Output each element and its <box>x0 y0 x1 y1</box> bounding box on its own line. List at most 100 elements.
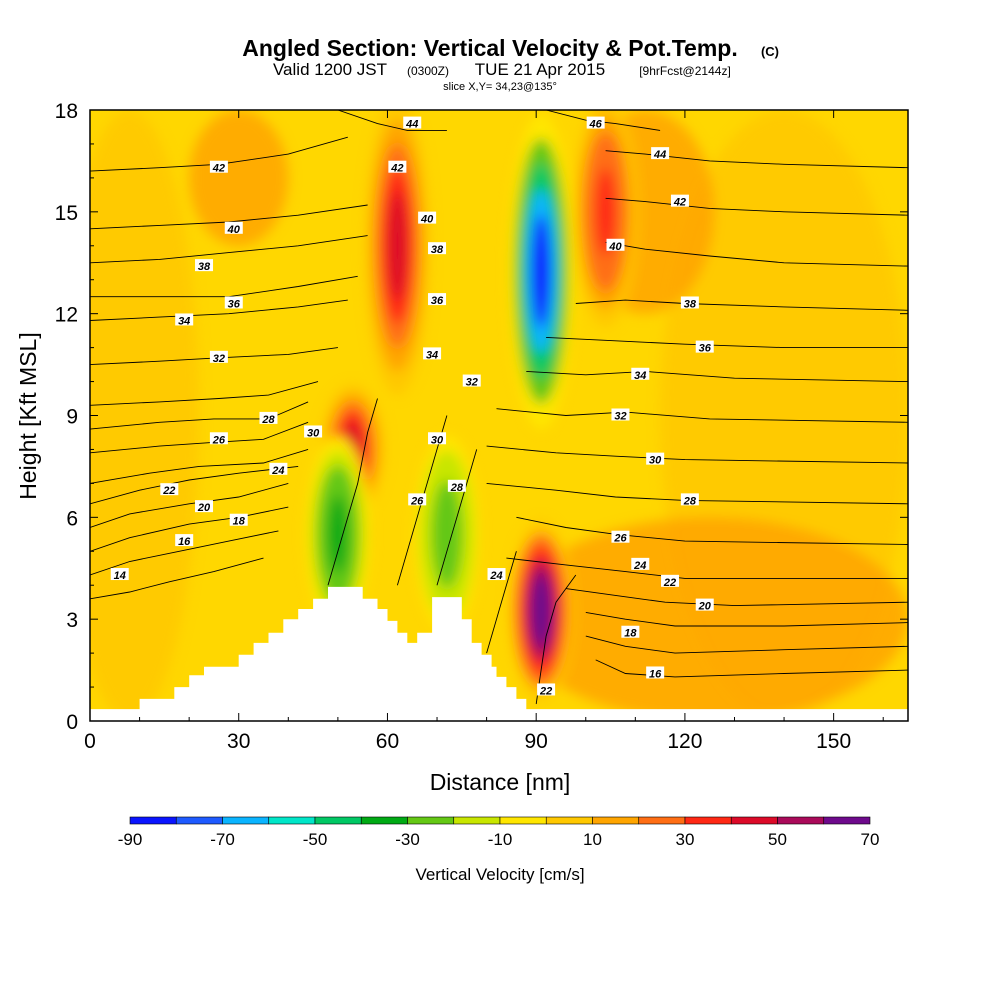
contour-label: 14 <box>114 570 126 582</box>
contour-labels: 14 16 18 20 22 24 26 28 30 32 34 36 38 40 42 44 42 40 38 36… <box>110 116 714 697</box>
colorbar-swatch <box>453 816 501 825</box>
contour-label: 40 <box>227 224 241 236</box>
contour-label: 44 <box>405 119 418 131</box>
contour-label-box <box>586 116 605 129</box>
contour-label: 30 <box>649 455 662 467</box>
contour-label: 20 <box>698 601 712 613</box>
contour-label: 20 <box>197 502 211 514</box>
colorbar-tick-label: 70 <box>861 830 880 849</box>
contour-label: 38 <box>198 261 211 273</box>
contour-label: 18 <box>233 516 246 528</box>
colorbar-swatch <box>129 816 177 825</box>
colorbar-tick-label: -10 <box>488 830 513 849</box>
pot-temp-contour-line <box>90 448 309 484</box>
colorbar-swatch <box>592 816 640 825</box>
contour-label-box <box>229 513 248 526</box>
pot-temp-contour-line <box>595 659 908 678</box>
contour-label-box <box>423 347 442 360</box>
pot-temp-contour-line <box>90 530 279 576</box>
colorbar-swatch <box>823 816 871 825</box>
x-tick-label: 120 <box>667 730 702 753</box>
pot-temp-contour-line <box>486 551 517 654</box>
colorbar <box>129 816 871 825</box>
pot-temp-contour-line <box>605 241 908 267</box>
contour-label-box <box>428 293 447 306</box>
y-tick-label: 15 <box>55 202 78 225</box>
pot-temp-contour-line <box>585 635 908 654</box>
colorbar-swatch <box>222 816 270 825</box>
pot-temp-contour-line <box>327 398 378 586</box>
valid-time-prefix: Valid 1200 JST <box>273 60 387 79</box>
contour-label-box <box>408 493 427 506</box>
contour-label: 40 <box>608 241 622 253</box>
contour-label-box <box>462 374 481 387</box>
pot-temp-contour-line <box>486 482 908 505</box>
contour-label-box <box>611 408 630 421</box>
colorbar-tick-label: 30 <box>676 830 695 849</box>
contour-label: 34 <box>426 349 438 361</box>
contour-label: 22 <box>663 577 676 589</box>
pot-temp-contour-line <box>90 235 368 264</box>
contour-label-box <box>621 625 640 638</box>
y-tick-label: 6 <box>66 507 78 530</box>
colorbar-swatch <box>777 816 825 825</box>
pot-temp-contour-line <box>90 482 289 528</box>
plot-area: 14 16 18 20 22 24 26 28 30 32 34 36 38 40 42 44 42 40 38 36… <box>90 110 908 721</box>
y-tick-label: 12 <box>55 304 78 327</box>
contour-label: 38 <box>431 244 444 256</box>
contour-label: 28 <box>450 482 464 494</box>
pot-temp-contour-line <box>585 611 908 627</box>
contour-label-box <box>611 530 630 543</box>
contour-label-box <box>646 666 665 679</box>
x-tick-label: 60 <box>376 730 399 753</box>
contour-label-box <box>695 340 714 353</box>
contour-label-box <box>428 432 447 445</box>
x-tick-label: 0 <box>84 730 96 753</box>
contour-label-box <box>537 683 556 696</box>
background-fill-patch <box>90 110 200 721</box>
contour-label: 38 <box>684 298 697 310</box>
contour-label: 16 <box>649 668 662 680</box>
contour-label-box <box>388 160 407 173</box>
pot-temp-contour-line <box>90 506 289 552</box>
contour-label: 18 <box>624 628 637 640</box>
contour-label: 28 <box>261 414 275 426</box>
colorbar-tick-label: -70 <box>210 830 235 849</box>
pot-temp-contour-line <box>90 381 319 406</box>
forecast-tag: [9hrFcst@2144z] <box>639 64 731 78</box>
contour-label-box <box>259 411 278 424</box>
downdraft-region <box>437 495 457 574</box>
contour-label: 36 <box>431 295 444 307</box>
contour-label-box <box>418 211 437 224</box>
pot-temp-contour-line <box>90 557 264 600</box>
contour-label-box <box>195 259 214 272</box>
contour-label: 24 <box>271 465 284 477</box>
pot-temp-contour-line <box>436 449 478 586</box>
y-tick-label: 0 <box>66 711 78 734</box>
contour-label: 40 <box>420 214 434 226</box>
y-tick-label: 3 <box>66 609 78 632</box>
contour-label: 30 <box>431 434 444 446</box>
pot-temp-contour-line <box>605 197 908 216</box>
contour-label-box <box>487 568 506 581</box>
pot-temp-contour-line <box>605 150 908 169</box>
colorbar-swatch <box>730 816 778 825</box>
contour-label-box <box>631 367 650 380</box>
contour-label-box <box>447 479 466 492</box>
contour-label-box <box>680 296 699 309</box>
contour-label-box <box>209 160 228 173</box>
contour-label: 30 <box>307 427 320 439</box>
contour-label-box <box>651 147 670 160</box>
contour-label-box <box>195 500 214 513</box>
contour-label-box <box>175 313 194 326</box>
contour-label-box <box>680 493 699 506</box>
contour-label: 22 <box>162 485 175 497</box>
downdraft-region <box>328 495 348 574</box>
chart-title: Angled Section: Vertical Velocity & Pot.… <box>242 35 737 61</box>
pot-temp-contour-line <box>90 421 309 454</box>
colorbar-swatch <box>684 816 732 825</box>
downdraft-region <box>531 214 551 329</box>
y-tick-label: 9 <box>66 406 78 429</box>
contour-label-box <box>304 425 323 438</box>
